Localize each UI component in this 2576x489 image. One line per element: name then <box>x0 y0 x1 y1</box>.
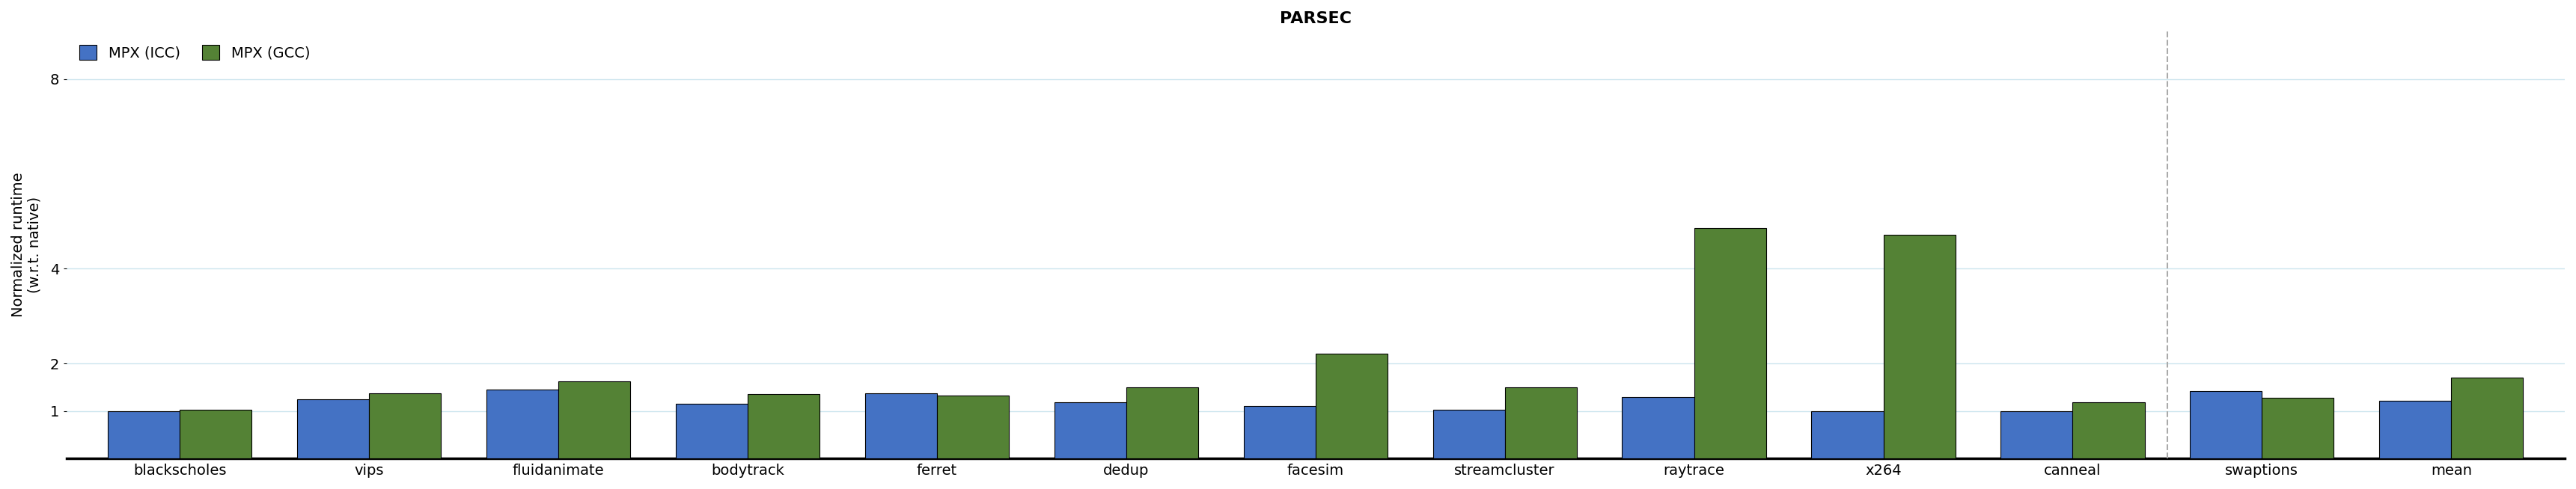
Bar <box>487 390 559 458</box>
Bar <box>368 393 440 458</box>
Bar <box>180 410 252 458</box>
Bar <box>2002 411 2074 458</box>
Bar <box>1316 354 1388 458</box>
Bar <box>938 396 1010 458</box>
Y-axis label: Normalized runtime
(w.r.t. native): Normalized runtime (w.r.t. native) <box>10 173 41 317</box>
Bar <box>1504 387 1577 458</box>
Legend: MPX (ICC), MPX (GCC): MPX (ICC), MPX (GCC) <box>75 39 317 66</box>
Bar <box>1623 397 1695 458</box>
Bar <box>1883 235 1955 458</box>
Bar <box>1811 411 1883 458</box>
Bar <box>1695 228 1767 458</box>
Bar <box>2452 378 2522 458</box>
Bar <box>675 404 747 458</box>
Bar <box>1432 409 1504 458</box>
Bar <box>108 411 180 458</box>
Bar <box>1244 406 1316 458</box>
Bar <box>2380 400 2452 458</box>
Bar <box>747 394 819 458</box>
Bar <box>1126 387 1198 458</box>
Bar <box>866 393 938 458</box>
Bar <box>2262 398 2334 458</box>
Bar <box>559 381 631 458</box>
Bar <box>296 399 368 458</box>
Title: PARSEC: PARSEC <box>1280 11 1352 26</box>
Bar <box>2074 402 2146 458</box>
Bar <box>1054 402 1126 458</box>
Bar <box>2190 391 2262 458</box>
